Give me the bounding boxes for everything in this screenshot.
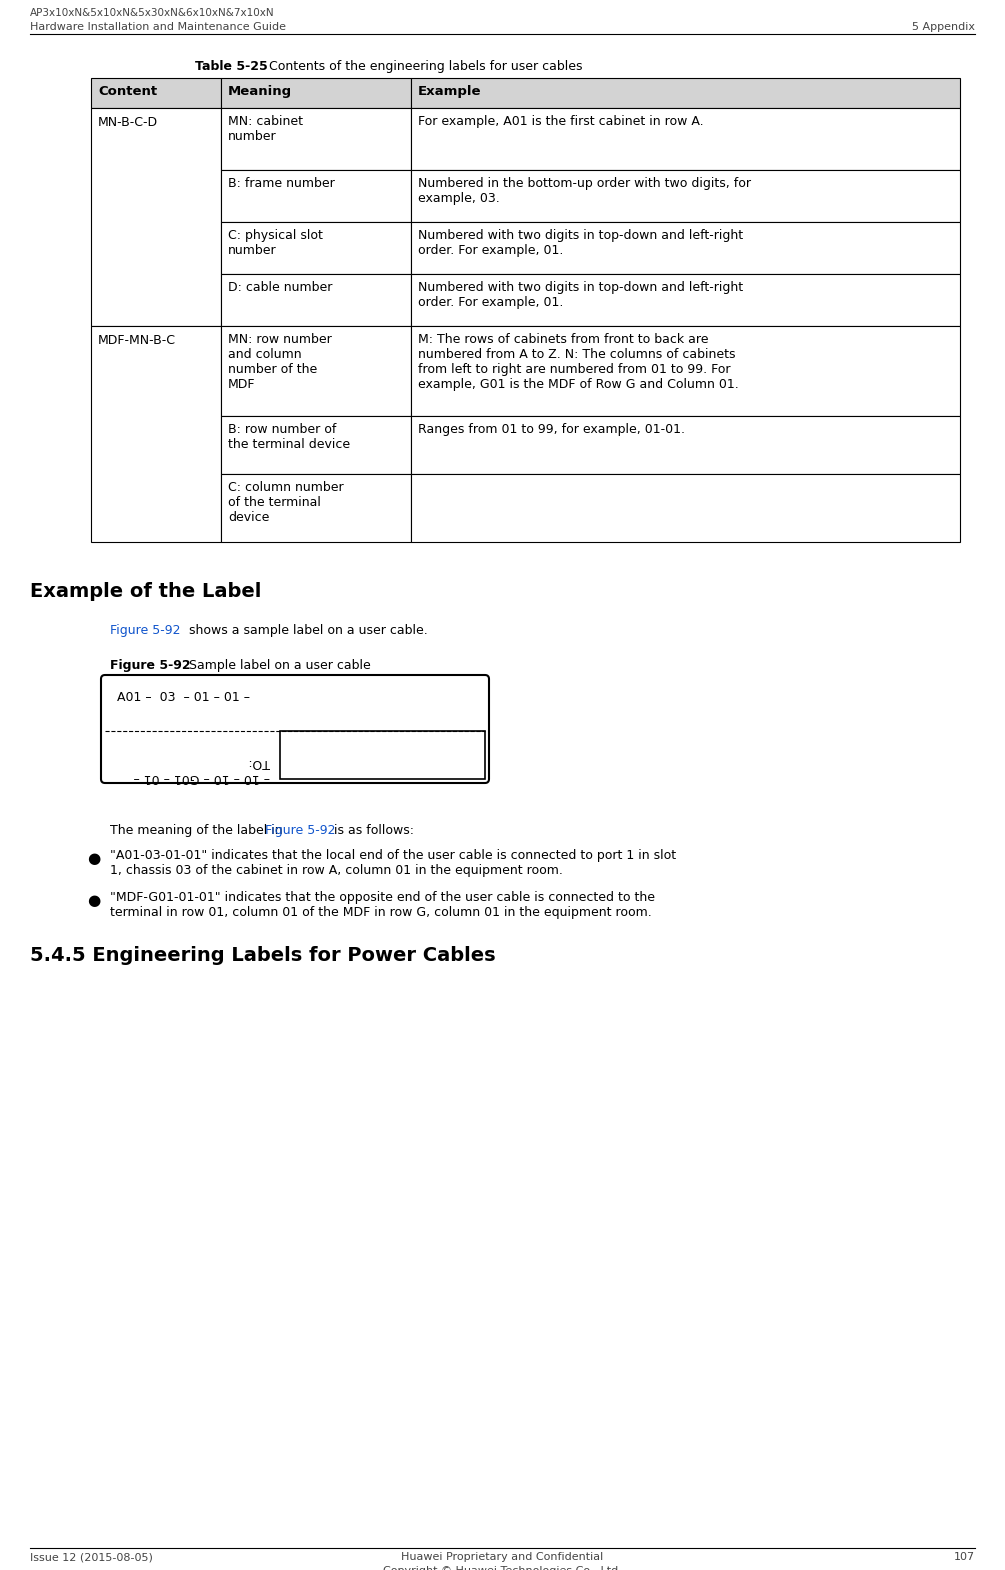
Text: Example of the Label: Example of the Label <box>30 582 261 601</box>
Text: For example, A01 is the first cabinet in row A.: For example, A01 is the first cabinet in… <box>418 115 704 129</box>
Bar <box>91 78 221 108</box>
Text: C: physical slot
number: C: physical slot number <box>228 229 323 257</box>
Text: ●: ● <box>87 893 100 907</box>
Bar <box>91 108 221 327</box>
Text: Numbered with two digits in top-down and left-right
order. For example, 01.: Numbered with two digits in top-down and… <box>418 281 743 309</box>
Text: Issue 12 (2015-08-05): Issue 12 (2015-08-05) <box>30 1553 153 1562</box>
Text: Table 5-25: Table 5-25 <box>195 60 267 72</box>
Text: Copyright © Huawei Technologies Co., Ltd.: Copyright © Huawei Technologies Co., Ltd… <box>383 1565 621 1570</box>
Text: MDF-MN-B-C: MDF-MN-B-C <box>98 334 176 347</box>
Text: Meaning: Meaning <box>228 85 292 97</box>
Text: MN-B-C-D: MN-B-C-D <box>98 116 158 129</box>
Text: – 10 – 10 – G01 – 01 –: – 10 – 10 – G01 – 01 – <box>134 771 269 783</box>
Text: Hardware Installation and Maintenance Guide: Hardware Installation and Maintenance Gu… <box>30 22 286 31</box>
Text: is as follows:: is as follows: <box>330 824 414 837</box>
Text: TO:: TO: <box>248 757 269 769</box>
Text: "A01-03-01-01" indicates that the local end of the user cable is connected to po: "A01-03-01-01" indicates that the local … <box>110 849 676 878</box>
Text: Figure 5-92: Figure 5-92 <box>265 824 336 837</box>
Bar <box>221 474 411 542</box>
Text: B: row number of
the terminal device: B: row number of the terminal device <box>228 422 350 451</box>
Bar <box>411 416 960 474</box>
Bar <box>221 416 411 474</box>
Text: "MDF-G01-01-01" indicates that the opposite end of the user cable is connected t: "MDF-G01-01-01" indicates that the oppos… <box>110 892 655 918</box>
Text: Sample label on a user cable: Sample label on a user cable <box>185 659 371 672</box>
Bar <box>221 108 411 170</box>
Text: MN: cabinet
number: MN: cabinet number <box>228 115 303 143</box>
Text: A01 –  03  – 01 – 01 –: A01 – 03 – 01 – 01 – <box>117 691 250 703</box>
Bar <box>411 221 960 275</box>
Bar <box>221 221 411 275</box>
Bar <box>411 78 960 108</box>
Text: 5 Appendix: 5 Appendix <box>912 22 975 31</box>
Text: Ranges from 01 to 99, for example, 01-01.: Ranges from 01 to 99, for example, 01-01… <box>418 422 685 436</box>
Bar <box>279 732 485 779</box>
Text: 5.4.5 Engineering Labels for Power Cables: 5.4.5 Engineering Labels for Power Cable… <box>30 947 495 966</box>
Bar <box>221 327 411 416</box>
Text: Numbered with two digits in top-down and left-right
order. For example, 01.: Numbered with two digits in top-down and… <box>418 229 743 257</box>
Text: B: frame number: B: frame number <box>228 177 335 190</box>
Bar <box>91 327 221 542</box>
FancyBboxPatch shape <box>100 675 489 783</box>
Bar <box>411 108 960 170</box>
Text: C: column number
of the terminal
device: C: column number of the terminal device <box>228 480 344 524</box>
Text: Content: Content <box>98 85 157 97</box>
Text: Figure 5-92: Figure 5-92 <box>110 659 191 672</box>
Bar <box>411 170 960 221</box>
Text: The meaning of the label in: The meaning of the label in <box>110 824 286 837</box>
Text: shows a sample label on a user cable.: shows a sample label on a user cable. <box>185 623 428 637</box>
Bar <box>411 474 960 542</box>
Text: Figure 5-92: Figure 5-92 <box>110 623 181 637</box>
Text: D: cable number: D: cable number <box>228 281 333 294</box>
Text: MN: row number
and column
number of the
MDF: MN: row number and column number of the … <box>228 333 332 391</box>
Text: Example: Example <box>418 85 481 97</box>
Text: Numbered in the bottom-up order with two digits, for
example, 03.: Numbered in the bottom-up order with two… <box>418 177 751 206</box>
Bar <box>221 78 411 108</box>
Text: 107: 107 <box>954 1553 975 1562</box>
Bar <box>411 327 960 416</box>
Bar <box>221 170 411 221</box>
Text: ●: ● <box>87 851 100 867</box>
Bar <box>411 275 960 327</box>
Text: Contents of the engineering labels for user cables: Contents of the engineering labels for u… <box>265 60 583 72</box>
Text: M: The rows of cabinets from front to back are
numbered from A to Z. N: The colu: M: The rows of cabinets from front to ba… <box>418 333 739 391</box>
Text: Huawei Proprietary and Confidential: Huawei Proprietary and Confidential <box>401 1553 603 1562</box>
Bar <box>221 275 411 327</box>
Text: AP3x10xN&5x10xN&5x30xN&6x10xN&7x10xN: AP3x10xN&5x10xN&5x30xN&6x10xN&7x10xN <box>30 8 274 17</box>
